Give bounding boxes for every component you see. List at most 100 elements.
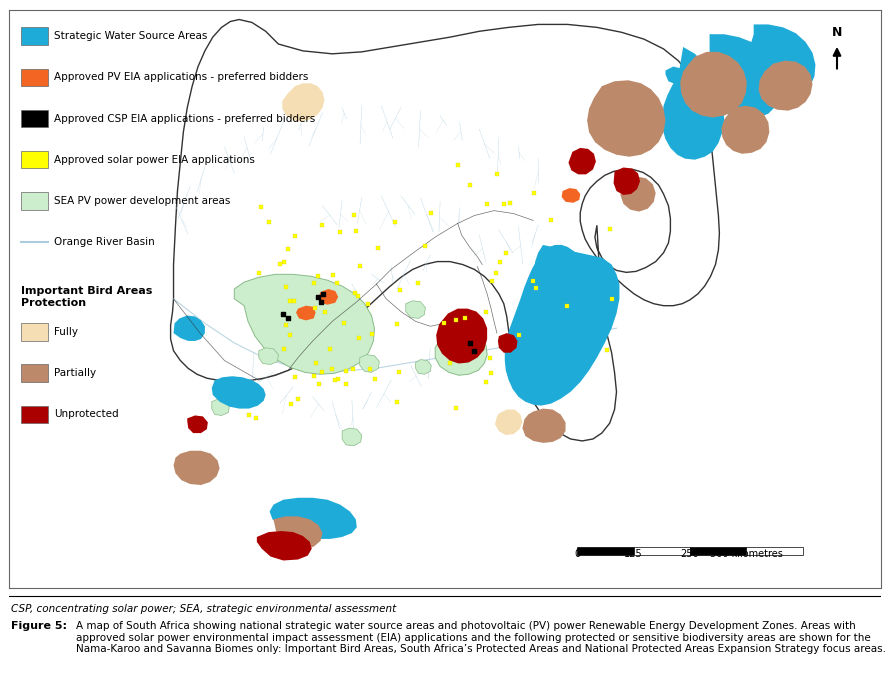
Text: Important Bird Areas
Protection: Important Bird Areas Protection xyxy=(20,286,152,308)
Text: CSP, concentrating solar power; SEA, strategic environmental assessment: CSP, concentrating solar power; SEA, str… xyxy=(11,604,396,614)
Polygon shape xyxy=(342,428,361,446)
Bar xyxy=(20,405,48,424)
Point xyxy=(312,379,326,390)
Point xyxy=(490,267,504,278)
Polygon shape xyxy=(587,80,666,157)
Polygon shape xyxy=(406,301,425,319)
Point xyxy=(604,294,619,305)
Text: Orange River Basin: Orange River Basin xyxy=(54,237,155,247)
Point xyxy=(560,301,574,312)
Point xyxy=(283,329,297,340)
Text: 250: 250 xyxy=(681,549,700,559)
Text: Approved PV EIA applications - preferred bidders: Approved PV EIA applications - preferred… xyxy=(54,72,308,82)
Point xyxy=(262,216,276,227)
Text: 125: 125 xyxy=(625,549,643,559)
Bar xyxy=(20,324,48,341)
Point xyxy=(279,319,294,330)
Polygon shape xyxy=(212,399,230,415)
Point xyxy=(363,363,377,375)
Point xyxy=(279,282,293,293)
Point xyxy=(287,296,301,307)
Point xyxy=(322,343,336,354)
Point xyxy=(308,303,322,314)
Polygon shape xyxy=(522,409,565,443)
Point xyxy=(497,199,511,210)
Point xyxy=(353,261,368,272)
Text: Partially: Partially xyxy=(54,368,96,378)
Point xyxy=(368,373,382,384)
Point xyxy=(600,345,614,356)
Point xyxy=(527,188,541,199)
Text: Approved CSP EIA applications - preferred bidders: Approved CSP EIA applications - preferre… xyxy=(54,113,315,124)
Point xyxy=(360,298,375,309)
Bar xyxy=(20,110,48,127)
Polygon shape xyxy=(296,305,316,320)
Point xyxy=(463,338,477,349)
Point xyxy=(352,332,366,343)
Polygon shape xyxy=(282,83,325,122)
Text: 500 kilometres: 500 kilometres xyxy=(710,549,783,559)
Text: Fully: Fully xyxy=(54,327,78,337)
Text: SEA PV power development areas: SEA PV power development areas xyxy=(54,196,231,206)
Point xyxy=(276,308,290,319)
Bar xyxy=(20,27,48,45)
Bar xyxy=(20,151,48,168)
Text: Unprotected: Unprotected xyxy=(54,410,118,419)
Bar xyxy=(690,547,747,554)
Polygon shape xyxy=(562,188,580,203)
Point xyxy=(499,247,514,258)
Polygon shape xyxy=(187,415,208,433)
Point xyxy=(314,366,328,377)
Polygon shape xyxy=(319,289,338,305)
Bar xyxy=(20,69,48,86)
Point xyxy=(339,378,353,389)
Point xyxy=(526,275,540,287)
Point xyxy=(252,267,266,278)
Point xyxy=(249,413,263,424)
Polygon shape xyxy=(748,24,815,103)
Point xyxy=(312,271,326,282)
Polygon shape xyxy=(212,376,265,409)
Point xyxy=(493,256,507,267)
Point xyxy=(365,329,379,340)
Point xyxy=(346,363,360,375)
Point xyxy=(451,159,465,171)
Point xyxy=(318,306,332,317)
Polygon shape xyxy=(234,274,375,374)
Point xyxy=(254,201,268,212)
Point xyxy=(467,345,481,356)
Point xyxy=(316,288,330,299)
Point xyxy=(457,312,472,324)
Point xyxy=(277,256,291,267)
Point xyxy=(307,370,321,381)
Point xyxy=(480,198,494,209)
Polygon shape xyxy=(174,315,205,341)
Point xyxy=(280,243,295,254)
Point xyxy=(388,216,402,227)
Text: Approved solar power EIA applications: Approved solar power EIA applications xyxy=(54,154,255,165)
Polygon shape xyxy=(569,148,596,174)
Point xyxy=(484,367,498,378)
Point xyxy=(313,296,328,308)
Point xyxy=(371,243,385,254)
Point xyxy=(330,277,344,288)
Point xyxy=(424,208,438,219)
Point xyxy=(281,313,295,324)
Polygon shape xyxy=(174,451,220,485)
Point xyxy=(332,226,346,238)
Bar xyxy=(747,547,803,554)
Polygon shape xyxy=(666,66,685,84)
Text: Figure 5:: Figure 5: xyxy=(11,621,67,631)
Text: Strategic Water Source Areas: Strategic Water Source Areas xyxy=(54,31,207,41)
Bar xyxy=(20,192,48,210)
Point xyxy=(443,357,457,368)
Text: N: N xyxy=(832,26,842,39)
Point xyxy=(284,399,298,410)
Point xyxy=(530,283,544,294)
Polygon shape xyxy=(662,47,724,159)
Polygon shape xyxy=(758,61,813,110)
Point xyxy=(282,296,296,307)
Point xyxy=(349,225,363,236)
Point xyxy=(242,409,256,420)
Point xyxy=(338,365,352,376)
